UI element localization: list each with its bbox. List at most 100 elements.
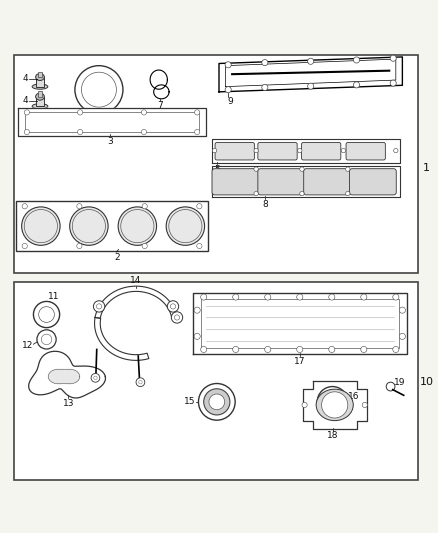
Circle shape xyxy=(233,294,239,300)
Polygon shape xyxy=(219,57,403,92)
Circle shape xyxy=(141,130,147,135)
Circle shape xyxy=(118,207,156,245)
Circle shape xyxy=(302,402,307,408)
Circle shape xyxy=(37,330,56,349)
Text: 8: 8 xyxy=(263,200,268,209)
FancyBboxPatch shape xyxy=(258,169,304,195)
Circle shape xyxy=(141,110,147,115)
Circle shape xyxy=(194,307,200,313)
FancyBboxPatch shape xyxy=(212,169,259,195)
Ellipse shape xyxy=(316,389,353,421)
Circle shape xyxy=(394,148,398,153)
Circle shape xyxy=(121,209,154,243)
Text: 19: 19 xyxy=(394,378,405,387)
Bar xyxy=(25,112,199,132)
Circle shape xyxy=(170,304,176,309)
Text: 4: 4 xyxy=(23,74,28,83)
Circle shape xyxy=(198,384,235,420)
Text: 13: 13 xyxy=(63,399,74,408)
Circle shape xyxy=(327,397,338,407)
Circle shape xyxy=(265,294,271,300)
Circle shape xyxy=(22,244,27,248)
Circle shape xyxy=(93,301,105,312)
Circle shape xyxy=(24,130,29,135)
Text: 1: 1 xyxy=(423,163,430,173)
Circle shape xyxy=(361,294,367,300)
Circle shape xyxy=(346,167,350,171)
Circle shape xyxy=(78,110,83,115)
Circle shape xyxy=(254,148,258,153)
Circle shape xyxy=(307,83,314,89)
Polygon shape xyxy=(212,166,400,197)
Polygon shape xyxy=(95,286,177,318)
Circle shape xyxy=(167,301,179,312)
Text: 7: 7 xyxy=(157,101,163,110)
FancyBboxPatch shape xyxy=(346,142,385,160)
Text: 4: 4 xyxy=(23,96,28,105)
Text: 11: 11 xyxy=(48,292,59,301)
Circle shape xyxy=(341,148,346,153)
Text: 6: 6 xyxy=(96,117,102,126)
Circle shape xyxy=(362,402,367,408)
Circle shape xyxy=(225,87,231,93)
Circle shape xyxy=(70,207,108,245)
Circle shape xyxy=(78,130,83,135)
Circle shape xyxy=(72,209,106,243)
Circle shape xyxy=(212,148,217,153)
FancyBboxPatch shape xyxy=(350,169,396,195)
Text: 17: 17 xyxy=(294,357,306,366)
Circle shape xyxy=(197,244,202,248)
Ellipse shape xyxy=(32,103,48,109)
Circle shape xyxy=(77,244,82,248)
Circle shape xyxy=(75,66,123,114)
Circle shape xyxy=(323,392,342,411)
Text: 18: 18 xyxy=(327,431,338,440)
Circle shape xyxy=(91,374,100,382)
Circle shape xyxy=(39,306,54,322)
Circle shape xyxy=(390,80,396,86)
Circle shape xyxy=(300,167,304,171)
Circle shape xyxy=(81,72,117,107)
Circle shape xyxy=(307,58,314,64)
Circle shape xyxy=(209,394,225,410)
FancyBboxPatch shape xyxy=(301,142,341,160)
Circle shape xyxy=(297,346,303,352)
Bar xyxy=(35,96,44,106)
Circle shape xyxy=(21,207,60,245)
Circle shape xyxy=(262,60,268,66)
Circle shape xyxy=(321,392,348,418)
Circle shape xyxy=(390,55,396,61)
Circle shape xyxy=(194,130,200,135)
Polygon shape xyxy=(154,85,169,99)
FancyBboxPatch shape xyxy=(304,169,350,195)
Text: 15: 15 xyxy=(184,397,196,406)
Circle shape xyxy=(24,209,57,243)
Circle shape xyxy=(329,294,335,300)
Ellipse shape xyxy=(32,84,48,89)
Bar xyxy=(14,282,418,480)
Circle shape xyxy=(201,346,207,352)
Text: 9: 9 xyxy=(228,97,233,106)
Circle shape xyxy=(41,334,52,345)
Polygon shape xyxy=(95,318,149,360)
Circle shape xyxy=(353,57,360,63)
Circle shape xyxy=(225,62,231,68)
Polygon shape xyxy=(150,70,167,89)
Polygon shape xyxy=(48,369,80,384)
Circle shape xyxy=(194,333,200,340)
Circle shape xyxy=(33,302,60,328)
Polygon shape xyxy=(28,351,106,398)
Circle shape xyxy=(233,346,239,352)
Bar xyxy=(14,55,418,273)
Circle shape xyxy=(393,294,399,300)
Circle shape xyxy=(22,204,27,209)
Circle shape xyxy=(297,294,303,300)
FancyBboxPatch shape xyxy=(215,142,254,160)
Circle shape xyxy=(197,204,202,209)
Circle shape xyxy=(386,382,395,391)
Circle shape xyxy=(317,386,348,417)
Circle shape xyxy=(262,84,268,91)
Bar xyxy=(38,92,42,96)
FancyBboxPatch shape xyxy=(258,142,297,160)
Circle shape xyxy=(361,346,367,352)
